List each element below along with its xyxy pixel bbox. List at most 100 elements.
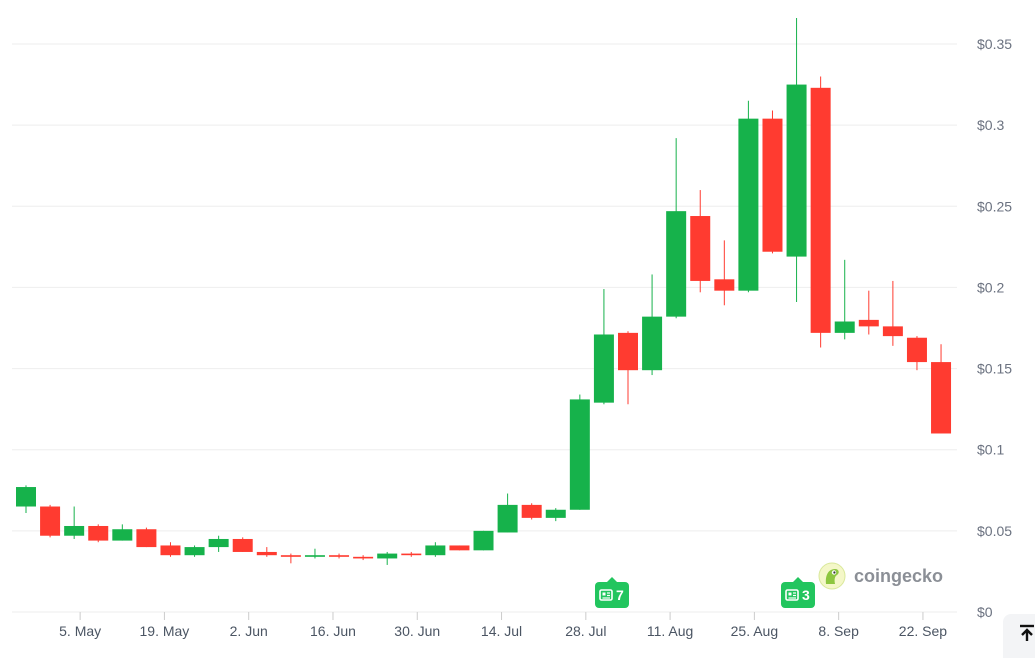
news-badge[interactable]: 7 bbox=[595, 577, 629, 608]
candle-body bbox=[690, 216, 711, 281]
candle[interactable] bbox=[88, 524, 109, 543]
x-tick-label: 5. May bbox=[59, 623, 101, 639]
candle[interactable] bbox=[858, 290, 879, 335]
candle-body bbox=[882, 326, 903, 337]
newspaper-icon bbox=[599, 589, 613, 601]
candle[interactable] bbox=[280, 553, 301, 564]
candle-body bbox=[353, 556, 374, 559]
candle[interactable] bbox=[40, 504, 61, 538]
candle[interactable] bbox=[208, 535, 229, 552]
y-tick-label: $0.3 bbox=[977, 117, 1004, 133]
candle[interactable] bbox=[810, 76, 831, 348]
candle-body bbox=[256, 551, 277, 556]
candle-body bbox=[112, 529, 133, 541]
candle-body bbox=[377, 553, 398, 559]
scroll-to-top-button[interactable] bbox=[1003, 614, 1035, 658]
candle[interactable] bbox=[618, 331, 638, 405]
candle-body bbox=[160, 545, 181, 556]
candle[interactable] bbox=[16, 485, 36, 514]
x-tick-label: 30. Jun bbox=[394, 623, 440, 639]
candle[interactable] bbox=[497, 493, 518, 533]
candle-body bbox=[834, 321, 855, 333]
candle-body bbox=[593, 334, 614, 403]
y-tick-label: $0.25 bbox=[977, 198, 1012, 214]
news-badge[interactable]: 3 bbox=[781, 577, 815, 608]
candle[interactable] bbox=[762, 110, 783, 254]
candle[interactable] bbox=[160, 542, 181, 557]
candle-body bbox=[184, 547, 205, 556]
y-tick-label: $0 bbox=[977, 604, 993, 620]
candle[interactable] bbox=[786, 18, 807, 303]
candle-body bbox=[497, 504, 518, 533]
news-count: 7 bbox=[616, 587, 624, 603]
grid-lines bbox=[12, 43, 957, 613]
candle[interactable] bbox=[834, 259, 855, 340]
candle[interactable] bbox=[449, 545, 470, 551]
x-tick-label: 28. Jul bbox=[565, 623, 606, 639]
candle-body bbox=[473, 530, 494, 551]
candle[interactable] bbox=[112, 524, 133, 541]
candle[interactable] bbox=[304, 548, 325, 559]
x-axis-ticks: 5. May 19. May 2. Jun 16. Jun 30. Jun 14. Jul… bbox=[59, 612, 947, 639]
x-tick-label: 16. Jun bbox=[310, 623, 356, 639]
news-count: 3 bbox=[802, 587, 810, 603]
x-tick-label: 19. May bbox=[140, 623, 190, 639]
arrow-to-top-icon bbox=[1020, 624, 1034, 641]
candle-body bbox=[329, 555, 350, 557]
candle[interactable] bbox=[569, 394, 590, 510]
candle[interactable] bbox=[906, 336, 927, 371]
candle-body bbox=[569, 399, 590, 510]
candle[interactable] bbox=[353, 555, 374, 561]
candle-body bbox=[232, 538, 253, 552]
candle-body bbox=[449, 545, 470, 551]
candle-body bbox=[545, 509, 566, 518]
candle[interactable] bbox=[425, 542, 446, 557]
candle[interactable] bbox=[377, 551, 398, 565]
candle[interactable] bbox=[642, 274, 663, 376]
candle[interactable] bbox=[714, 240, 735, 306]
x-tick-label: 14. Jul bbox=[481, 623, 522, 639]
candle[interactable] bbox=[666, 138, 687, 319]
candle-body bbox=[810, 87, 831, 333]
y-axis-ticks: $0 $0.05 $0.1 $0.15 $0.2 $0.25 $0.3 $0.35 bbox=[977, 36, 1012, 620]
candle[interactable] bbox=[329, 553, 350, 559]
candle[interactable] bbox=[738, 100, 759, 293]
candle-body bbox=[642, 316, 663, 371]
candle-body bbox=[762, 118, 783, 252]
candle[interactable] bbox=[882, 280, 903, 346]
candle[interactable] bbox=[232, 537, 253, 552]
y-tick-label: $0.2 bbox=[977, 279, 1004, 295]
x-tick-label: 8. Sep bbox=[818, 623, 859, 639]
candle[interactable] bbox=[593, 289, 614, 405]
candle[interactable] bbox=[473, 530, 494, 551]
candle-body bbox=[521, 504, 542, 518]
candle[interactable] bbox=[545, 508, 566, 522]
y-tick-label: $0.35 bbox=[977, 36, 1012, 52]
candle-body bbox=[136, 529, 157, 548]
candle-body bbox=[88, 525, 109, 541]
candle-body bbox=[931, 362, 952, 434]
candle-body bbox=[16, 487, 36, 507]
candle-body bbox=[786, 84, 807, 257]
candle-body bbox=[208, 538, 229, 548]
candle-body bbox=[618, 332, 638, 371]
candle[interactable] bbox=[64, 506, 85, 539]
candle[interactable] bbox=[136, 527, 157, 548]
candle[interactable] bbox=[256, 547, 277, 557]
candle-body bbox=[401, 553, 422, 556]
coingecko-watermark: coingecko bbox=[818, 562, 943, 590]
x-tick-label: 22. Sep bbox=[899, 623, 947, 639]
candle[interactable] bbox=[521, 503, 542, 520]
candle-body bbox=[666, 211, 687, 317]
candle[interactable] bbox=[690, 190, 711, 293]
y-tick-label: $0.05 bbox=[977, 523, 1012, 539]
candle-body bbox=[64, 525, 85, 536]
candle[interactable] bbox=[401, 551, 422, 557]
candle-body bbox=[858, 319, 879, 327]
newspaper-icon bbox=[785, 589, 799, 601]
candle[interactable] bbox=[931, 344, 952, 434]
candles bbox=[16, 18, 952, 565]
candle[interactable] bbox=[184, 545, 205, 557]
x-tick-label: 2. Jun bbox=[230, 623, 268, 639]
